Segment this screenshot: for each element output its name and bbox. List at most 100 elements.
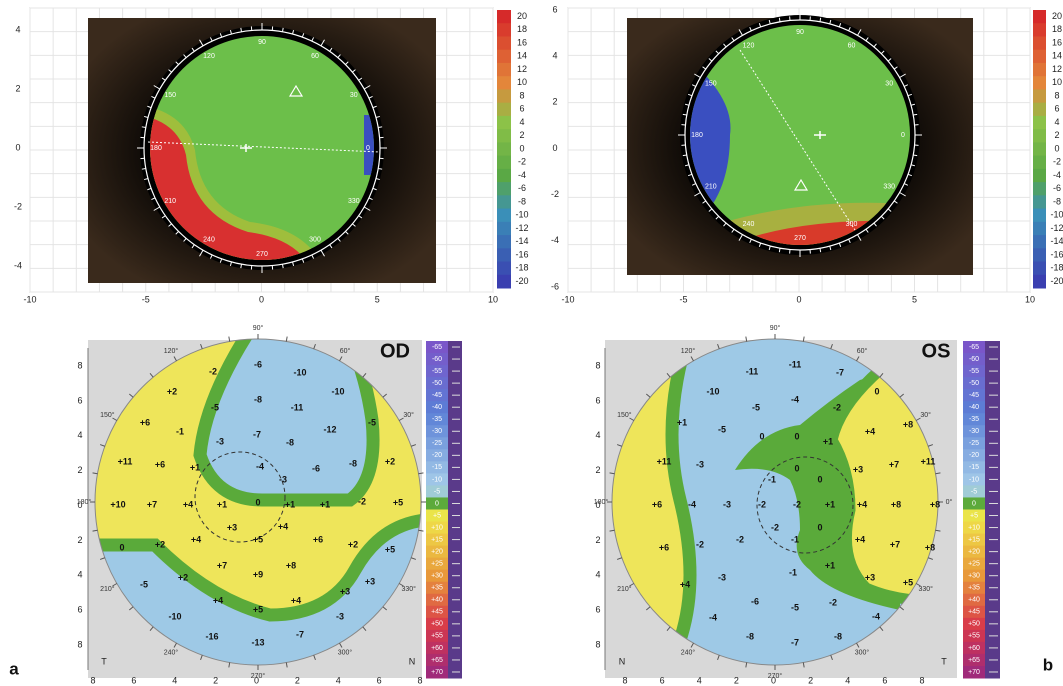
colorbar-label: -14 bbox=[1050, 236, 1063, 246]
colorbar-label: 20 bbox=[1052, 11, 1062, 21]
colorbar-segment bbox=[1033, 222, 1046, 236]
colorbar-label: 10 bbox=[517, 77, 527, 87]
angle-label: 150° bbox=[100, 411, 115, 419]
point-value: +2 bbox=[178, 572, 188, 582]
angle-label: 300 bbox=[309, 237, 321, 244]
point-value: +1 bbox=[825, 560, 835, 570]
ring-tick bbox=[820, 248, 821, 252]
point-value: -1 bbox=[789, 567, 797, 577]
colorbar-label: +60 bbox=[431, 645, 443, 652]
point-value: +3 bbox=[853, 464, 863, 474]
angle-label: 90 bbox=[258, 39, 266, 46]
colorbar-label: 6 bbox=[1054, 104, 1059, 114]
point-value: +2 bbox=[385, 456, 395, 466]
colorbar-label: +15 bbox=[431, 536, 443, 543]
y-tick-label: 4 bbox=[595, 570, 600, 580]
angle-label: 30° bbox=[920, 411, 931, 419]
point-value: -8 bbox=[349, 458, 357, 468]
angle-label: 210° bbox=[100, 585, 115, 593]
y-tick-label: 6 bbox=[595, 605, 600, 615]
colorbar-label: +5 bbox=[970, 512, 978, 519]
point-value: +8 bbox=[925, 542, 935, 552]
colorbar-label: -20 bbox=[969, 452, 979, 459]
colorbar-label: -15 bbox=[969, 464, 979, 471]
ring-tick bbox=[241, 28, 242, 32]
ring-tick bbox=[282, 28, 283, 32]
colorbar-segment bbox=[1033, 23, 1046, 37]
point-value: 0 bbox=[794, 431, 799, 441]
colorbar-label: -45 bbox=[969, 392, 979, 399]
point-value: -10 bbox=[706, 386, 719, 396]
point-value: 0 bbox=[874, 386, 879, 396]
colorbar-segment bbox=[1033, 116, 1046, 130]
colorbar-label: +10 bbox=[968, 524, 980, 531]
point-value: -5 bbox=[368, 417, 376, 427]
point-value: -4 bbox=[256, 461, 264, 471]
x-tick-label: -5 bbox=[679, 294, 687, 304]
angle-label: 180 bbox=[150, 145, 162, 152]
colorbar-label: -60 bbox=[969, 356, 979, 363]
colorbar-segment bbox=[497, 76, 511, 90]
colorbar-label: +50 bbox=[968, 621, 980, 628]
y-tick-label: 8 bbox=[595, 639, 600, 649]
colorbar-segment bbox=[497, 182, 511, 196]
point-value: -8 bbox=[746, 631, 754, 641]
point-value: +4 bbox=[857, 499, 867, 509]
colorbar-segment bbox=[497, 10, 511, 24]
colorbar-segment bbox=[1033, 50, 1046, 64]
colorbar-label: +5 bbox=[433, 512, 441, 519]
point-value: +8 bbox=[286, 560, 296, 570]
colorbar-label: -8 bbox=[1053, 196, 1061, 206]
colorbar-segment bbox=[1033, 10, 1046, 24]
point-value: -2 bbox=[358, 496, 366, 506]
point-value: -3 bbox=[718, 572, 726, 582]
y-tick-label: 6 bbox=[595, 395, 600, 405]
colorbar-label: -35 bbox=[969, 416, 979, 423]
colorbar-label: 8 bbox=[1054, 90, 1059, 100]
x-tick-label: 4 bbox=[336, 675, 341, 685]
point-value: +4 bbox=[291, 595, 301, 605]
ring-tick bbox=[683, 155, 687, 156]
colorbar-segment bbox=[497, 142, 511, 156]
colorbar-label: -4 bbox=[1053, 170, 1061, 180]
y-tick-label: 2 bbox=[552, 97, 557, 107]
point-value: -8 bbox=[834, 631, 842, 641]
colorbar-segment bbox=[497, 275, 511, 289]
point-value: -2 bbox=[209, 366, 217, 376]
colorbar-label: -30 bbox=[432, 428, 442, 435]
colorbar-label: -55 bbox=[432, 368, 442, 375]
ring-tick bbox=[683, 114, 687, 115]
colorbar-label: 12 bbox=[517, 64, 527, 74]
colorbar-label: 0 bbox=[435, 500, 439, 507]
colorbar-segment bbox=[1033, 195, 1046, 209]
point-value: -4 bbox=[791, 394, 799, 404]
colorbar-label: -45 bbox=[432, 392, 442, 399]
point-value: 0 bbox=[817, 522, 822, 532]
angle-label: 90° bbox=[253, 324, 264, 332]
colorbar-segment bbox=[1033, 76, 1046, 90]
y-tick-label: 2 bbox=[595, 465, 600, 475]
point-value: +4 bbox=[191, 534, 201, 544]
colorbar-label: 2 bbox=[519, 130, 524, 140]
colorbar-segment bbox=[497, 63, 511, 77]
colorbar-label: +70 bbox=[968, 669, 980, 676]
colorbar-segment bbox=[1033, 129, 1046, 143]
colorbar-label: -18 bbox=[1050, 263, 1063, 273]
x-tick-label: 5 bbox=[375, 294, 380, 304]
angle-label: 240 bbox=[743, 221, 755, 228]
point-value: +5 bbox=[903, 577, 913, 587]
colorbar-segment bbox=[497, 50, 511, 64]
colorbar-label: 12 bbox=[1052, 64, 1062, 74]
x-tick-label: 6 bbox=[131, 675, 136, 685]
eye-label: OD bbox=[380, 340, 410, 362]
colorbar-label: +20 bbox=[431, 548, 443, 555]
colorbar-segment bbox=[497, 103, 511, 117]
point-value: -5 bbox=[140, 579, 148, 589]
point-value: -2 bbox=[758, 499, 766, 509]
colorbar-label: -25 bbox=[432, 440, 442, 447]
colorbar-label: 2 bbox=[1054, 130, 1059, 140]
angle-label: 90° bbox=[770, 324, 781, 332]
point-value: -11 bbox=[789, 359, 802, 369]
angle-label: 120° bbox=[681, 347, 696, 355]
colorbar-label: -10 bbox=[969, 476, 979, 483]
